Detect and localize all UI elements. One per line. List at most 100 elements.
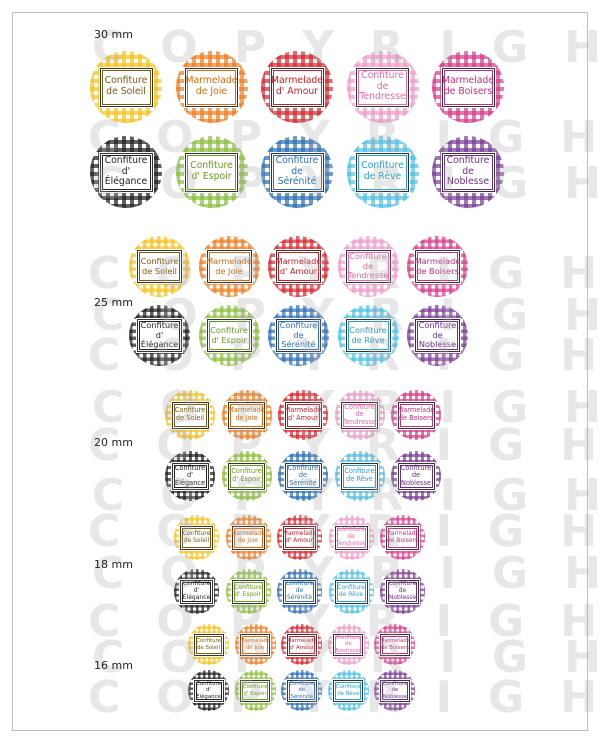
size-label: 20 mm [94,436,133,449]
label-text: Confiture de Soleil [195,635,222,654]
label-text-box: Confiture de Sérénité [283,579,316,604]
label-text: Marmelade d' Amour [287,635,317,654]
label-text: Confiture d' Élégance [182,580,211,602]
label-text: Confiture d' Élégance [101,154,151,190]
label-text: Confiture de Rêve [343,464,376,488]
gingham-label-circle: Confiture de Rêve [337,305,399,366]
gingham-label-circle: Confiture de Sérénité [268,305,329,366]
gingham-label-circle: Confiture d' Espoir [221,451,272,501]
size-label: 25 mm [94,296,133,309]
label-row: Confiture de Soleil Marmelade de Joie Marm… [90,51,504,123]
label-text: Confiture de Rêve [347,321,389,350]
label-text: Confiture de Tendresse [336,526,366,548]
label-text-box: Confiture de Sérénité [276,319,321,352]
gingham-label-circle: Marmelade de Joie [225,515,271,560]
gingham-label-circle: Marmelade de Boisers [407,236,468,297]
label-text-box: Marmelade de Joie [231,525,265,550]
label-text: Confiture d' Élégance [195,681,222,700]
label-text: Marmelade d' Amour [283,527,316,548]
size-label: 16 mm [94,659,133,672]
label-text-box: Marmelade de Joie [185,67,238,107]
label-text-box: Confiture de Tendresse [345,250,391,283]
label-text: Confiture de Rêve [336,581,366,602]
label-text: Marmelade de Joie [185,69,238,105]
label-text-box: Confiture de Tendresse [334,525,368,550]
label-text: Confiture de Noblesse [381,681,408,700]
gingham-label-circle: Confiture de Noblesse [374,670,416,711]
gingham-label-circle: Confiture de Rêve [346,136,419,208]
label-text-box: Confiture de Soleil [193,633,224,656]
size-label: 18 mm [94,558,133,571]
gingham-label-circle: Confiture de Rêve [328,569,374,614]
gingham-label-circle: Marmelade d' Amour [278,390,328,440]
label-text: Confiture de Noblesse [417,320,458,350]
label-text-box: Confiture d' Espoir [228,462,265,490]
label-text: Confiture de Tendresse [358,69,407,105]
gingham-label-circle: Marmelade de Joie [198,236,260,297]
label-text-box: Confiture de Tendresse [356,67,409,107]
label-text: Confiture de Noblesse [399,463,433,488]
label-text-box: Confiture de Noblesse [441,152,495,192]
label-text: Marmelade de Joie [240,635,270,654]
label-text: Confiture d' Élégance [173,463,207,488]
label-text-box: Confiture de Soleil [99,67,153,107]
label-row: Confiture de Soleil Marmelade de Joie Marm… [165,390,441,440]
label-text: Marmelade de Boisers [415,252,460,281]
label-text-box: Confiture d' Élégance [99,152,153,192]
label-text: Marmelade d' Amour [271,69,323,105]
label-text: Confiture d' Espoir [242,681,269,700]
gingham-label-circle: Confiture de Noblesse [380,569,425,614]
label-text: Marmelade de Boisers [398,403,434,427]
gingham-label-circle: Confiture de Tendresse [337,236,399,297]
gingham-label-circle: Marmelade de Joie [234,624,276,665]
gingham-label-circle: Confiture de Soleil [174,515,219,560]
label-text-box: Marmelade de Boisers [441,67,495,107]
gingham-label-circle: Confiture d' Élégance [188,670,229,711]
label-text-box: Marmelade d' Amour [283,525,316,550]
label-text: Confiture de Sérénité [288,681,315,700]
gingham-label-circle: Confiture de Sérénité [281,670,323,711]
label-text: Marmelade d' Amour [285,403,321,427]
label-text-box: Marmelade d' Amour [270,67,324,107]
label-text: Confiture de Rêve [335,681,362,700]
gingham-label-circle: Confiture d' Espoir [175,136,248,208]
gingham-label-circle: Confiture de Tendresse [334,390,385,440]
label-row: Confiture d' Élégance Confiture d' Espoir… [90,136,504,208]
gingham-label-circle: Confiture de Tendresse [328,515,374,560]
gingham-label-circle: Marmelade d' Amour [281,624,323,665]
gingham-label-circle: Confiture de Soleil [129,236,190,297]
label-text: Confiture d' Espoir [230,464,263,488]
label-text: Confiture d' Élégance [139,320,180,350]
gingham-label-circle: Confiture de Tendresse [346,51,419,123]
label-text-box: Confiture d' Espoir [231,579,265,604]
gingham-label-circle: Marmelade de Joie [221,390,272,440]
label-text-box: Confiture de Sérénité [286,679,317,702]
label-text-box: Confiture de Soleil [180,525,213,550]
label-text-box: Marmelade d' Amour [284,401,322,429]
gingham-label-circle: Confiture de Sérénité [261,136,333,208]
gingham-label-circle: Marmelade d' Amour [277,515,322,560]
label-text: Confiture de Soleil [182,527,211,548]
label-row: Confiture d' Élégance Confiture d' Espoir… [174,569,425,614]
label-text-box: Confiture de Noblesse [386,579,419,604]
gingham-label-circle: Confiture de Noblesse [432,136,504,208]
label-text-box: Marmelade de Boisers [415,250,460,283]
label-text: Confiture de Soleil [173,403,207,427]
label-text: Confiture de Soleil [101,69,151,105]
label-row: Confiture de Soleil Marmelade de Joie Marm… [188,624,416,665]
label-text-box: Confiture d' Élégance [180,579,213,604]
gingham-label-circle: Marmelade de Boisers [374,624,416,665]
gingham-label-circle: Confiture d' Espoir [198,305,260,366]
label-text-box: Confiture de Noblesse [397,462,435,490]
gingham-label-circle: Confiture de Sérénité [277,569,322,614]
label-text-box: Confiture de Noblesse [415,319,460,352]
label-text-box: Confiture de Rêve [341,462,378,490]
label-text-box: Marmelade de Boisers [397,401,435,429]
gingham-label-circle: Confiture d' Élégance [129,305,190,366]
label-text-box: Confiture de Rêve [334,579,368,604]
label-text: Confiture de Tendresse [347,251,389,281]
label-text-box: Confiture de Soleil [137,250,182,283]
gingham-label-circle: Marmelade de Boisers [391,390,441,440]
label-text-box: Confiture d' Espoir [185,152,238,192]
label-text-box: Confiture de Noblesse [379,679,410,702]
